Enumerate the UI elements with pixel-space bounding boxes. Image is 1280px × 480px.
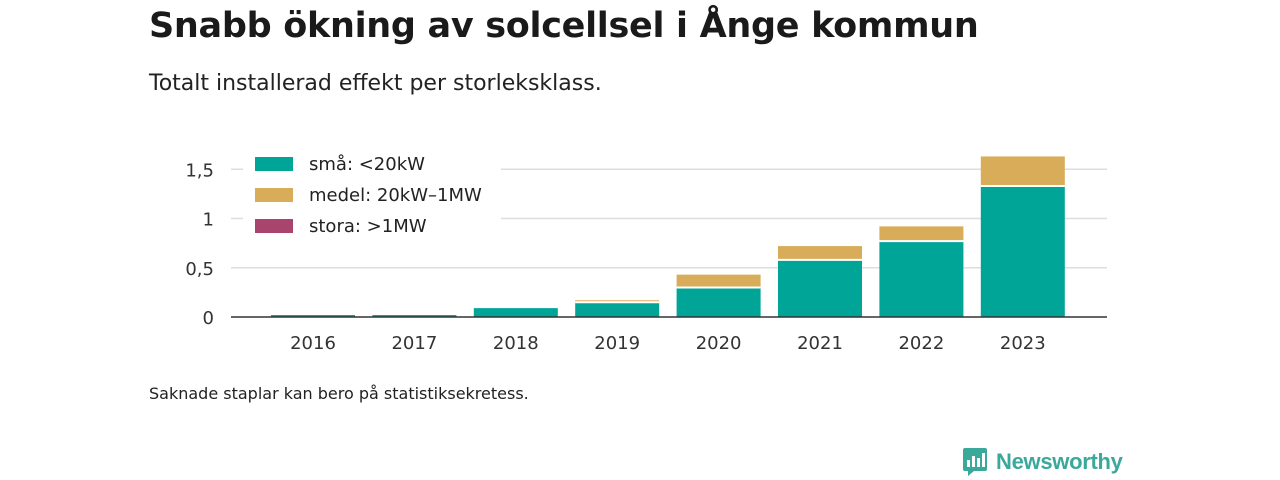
brand-name: Newsworthy: [996, 449, 1123, 474]
legend-label: små: <20kW: [309, 154, 425, 175]
bars: [271, 156, 1065, 317]
x-tick-label: 2017: [391, 333, 437, 354]
y-tick-label: 1,5: [185, 160, 214, 181]
y-tick-label: 1: [203, 210, 214, 231]
bar-segment-2020-series-1: [676, 274, 761, 288]
bar-segment-2022-series-0: [879, 241, 964, 317]
legend-swatch: [255, 188, 293, 202]
x-tick-label: 2022: [898, 333, 944, 354]
bar-segment-2021-series-0: [778, 259, 862, 317]
brand-logo: Newsworthy: [962, 446, 1123, 478]
legend-label: stora: >1MW: [309, 216, 427, 237]
bar-segment-2020-series-0: [676, 287, 761, 317]
legend-swatch: [255, 157, 293, 171]
y-axis-ticks: 0 0,5 1 1,5: [185, 160, 214, 329]
x-axis-ticks: 2016 2017 2018 2019 2020 2021 2022 2023: [290, 333, 1046, 354]
x-tick-label: 2021: [797, 333, 843, 354]
legend-label: medel: 20kW–1MW: [309, 185, 482, 206]
x-tick-label: 2023: [1000, 333, 1046, 354]
x-tick-label: 2019: [594, 333, 640, 354]
y-tick-label: 0: [203, 308, 214, 329]
bar-segment-2016-series-0: [271, 315, 355, 317]
chart-title: Snabb ökning av solcellsel i Ånge kommun: [149, 6, 979, 46]
x-tick-label: 2020: [696, 333, 742, 354]
bar-segment-2023-series-1: [980, 156, 1065, 186]
bar-segment-2017-series-0: [372, 315, 457, 317]
legend: små: <20kW medel: 20kW–1MW stora: >1MW: [243, 148, 501, 246]
legend-swatch: [255, 219, 293, 233]
newsworthy-logo-icon: [963, 448, 987, 476]
bar-segment-2021-series-1: [778, 246, 862, 260]
bar-segment-2023-series-0: [980, 185, 1065, 317]
bar-segment-2022-series-1: [879, 226, 964, 242]
footnote: Saknade staplar kan bero på statistiksek…: [149, 384, 529, 403]
bar-segment-2018-series-0: [473, 308, 558, 317]
y-tick-label: 0,5: [185, 259, 214, 280]
chart-subtitle: Totalt installerad effekt per storlekskl…: [149, 71, 602, 96]
x-tick-label: 2016: [290, 333, 336, 354]
bar-segment-2019-series-0: [575, 302, 660, 317]
x-tick-label: 2018: [493, 333, 539, 354]
